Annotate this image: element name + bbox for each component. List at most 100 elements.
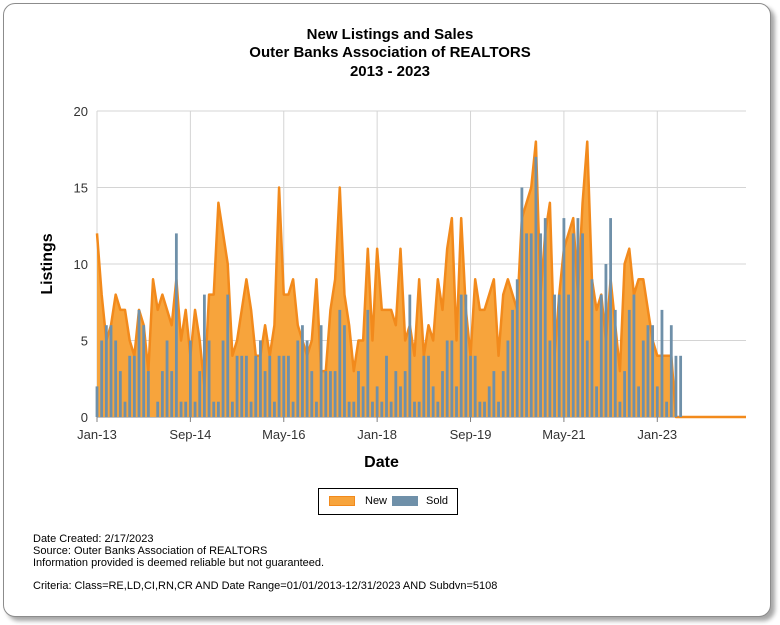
sold-bar [525,233,528,417]
sold-bar [515,279,519,417]
sold-bar [95,386,99,417]
sold-bar [235,355,239,417]
sold-bar [347,401,351,417]
x-tick-label: May-21 [542,427,585,442]
sold-bar [506,340,510,417]
sold-bar [618,401,622,417]
sold-bar [366,309,370,417]
sold-bar [483,401,486,417]
sold-bar [165,340,169,417]
sold-bar [291,401,295,417]
sold-bar [240,355,244,417]
sold-bar [156,401,160,417]
sold-bar [268,355,272,417]
x-tick-label: Sep-14 [169,427,211,442]
sold-bar [641,340,645,417]
sold-bar [623,371,626,417]
sold-bar [604,264,608,417]
sold-bar [413,401,416,417]
sold-bar [231,401,234,417]
legend-swatch-new [329,496,355,506]
sold-bar [188,340,192,417]
sold-bar [338,309,342,417]
sold-bar [469,355,472,417]
sold-bar [146,371,150,417]
sold-bar [324,371,328,417]
sold-bar [548,340,552,417]
sold-bar [417,401,421,417]
y-tick-label: 15 [74,181,88,196]
sold-bar [399,386,402,417]
sold-bar [249,401,253,417]
sold-bar [679,355,683,417]
sold-bar [609,218,612,417]
sold-bar [343,325,346,417]
sold-bar [226,294,230,417]
sold-bar [637,386,641,417]
sold-bar [557,294,561,417]
sold-bar [123,401,127,417]
sold-bar [613,309,617,417]
sold-bar [132,355,136,417]
sold-bar [627,309,631,417]
sold-bar [128,355,132,417]
sold-bar [174,233,178,417]
sold-bar [422,355,426,417]
sold-bar [581,233,584,417]
chart-plot: 0 5 10 15 20 Jan-13 Sep-14 May-16 Jan-18 Sep-19 Ma… [39,104,746,471]
x-tick-label: Jan-23 [637,427,677,442]
sold-bar [450,340,454,417]
sold-bar [277,355,281,417]
sold-bar [263,371,267,417]
sold-bar [371,401,374,417]
y-tick-label: 20 [74,104,88,119]
sold-bar [441,371,444,417]
sold-bar [585,340,589,417]
sold-bar [212,401,216,417]
sold-bar [137,309,141,417]
legend-swatch-sold [392,496,418,506]
sold-bar [576,218,580,417]
sold-bar [473,355,477,417]
sold-bar [357,371,360,417]
sold-bar [403,371,407,417]
sold-bar [492,371,496,417]
sold-bar [669,325,673,417]
sold-bar [259,340,262,417]
sold-bar [389,401,393,417]
sold-bar [543,218,547,417]
sold-bar [301,325,304,417]
y-tick-label: 0 [81,410,88,425]
sold-bar [315,401,318,417]
sold-bar [310,371,314,417]
sold-bar [118,371,122,417]
sold-bar [534,156,538,417]
footer-source: Source: Outer Banks Association of REALT… [33,545,268,557]
sold-bar [193,401,197,417]
sold-bar [104,325,108,417]
sold-bar [427,355,430,417]
sold-bar [100,340,104,417]
sold-bar [431,386,435,417]
sold-bar [282,355,286,417]
legend-label-new: New [365,495,388,507]
sold-bar [599,294,603,417]
y-tick-label: 10 [74,257,88,272]
sold-bar [511,309,514,417]
sold-bar [245,355,248,417]
x-axis-title: Date [364,454,399,471]
sold-bar [567,294,570,417]
chart-title: New Listings and Sales [306,26,474,43]
sold-bar [333,371,337,417]
sold-bar [329,371,332,417]
chart-subtitle: Outer Banks Association of REALTORS [249,44,531,61]
sold-bar [352,401,356,417]
sold-bar [170,371,174,417]
sold-bar [459,294,463,417]
x-tick-label: Sep-19 [450,427,492,442]
sold-bar [305,340,309,417]
sold-bar [216,401,220,417]
sold-bar [571,233,575,417]
sold-bar [455,386,458,417]
sold-bar [142,325,146,417]
